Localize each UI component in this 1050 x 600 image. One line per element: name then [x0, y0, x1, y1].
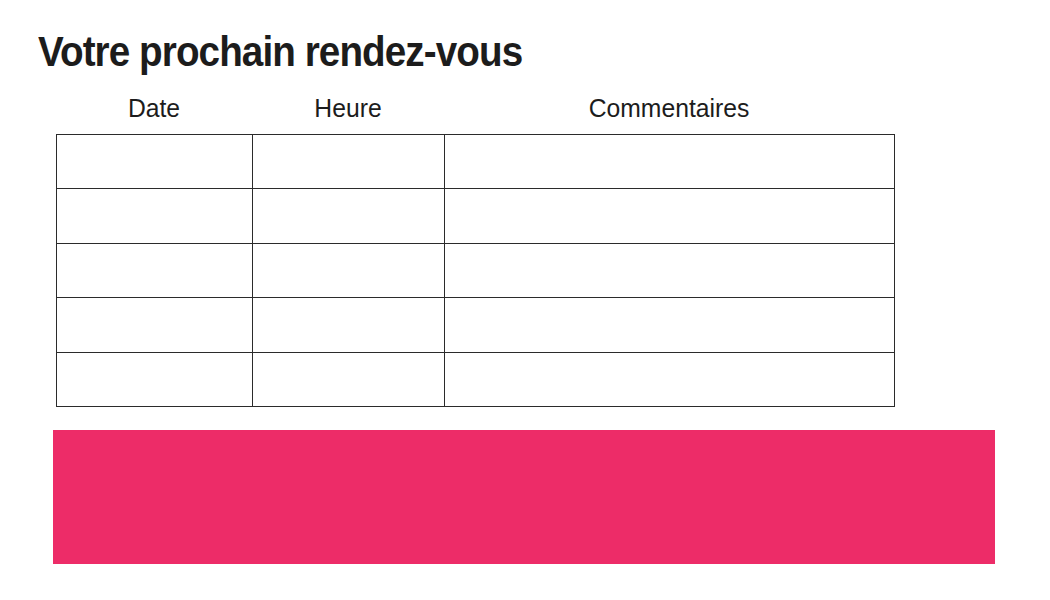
page: Votre prochain rendez-vous Date Heure Co… [0, 0, 1050, 600]
table-row [57, 352, 895, 406]
column-header-date: Date [61, 93, 247, 124]
table-row [57, 135, 895, 189]
table-row [57, 189, 895, 243]
footer-accent-band [53, 430, 995, 564]
appointments-table [56, 134, 895, 407]
table-cell-date [57, 135, 253, 189]
table-row [57, 243, 895, 297]
table-cell-heure [253, 243, 445, 297]
table-cell-heure [253, 135, 445, 189]
table-row [57, 298, 895, 352]
table-cell-commentaires [445, 352, 895, 406]
table-cell-commentaires [445, 243, 895, 297]
table-cell-heure [253, 352, 445, 406]
table-cell-date [57, 352, 253, 406]
column-header-heure: Heure [257, 93, 439, 124]
table-cell-heure [253, 298, 445, 352]
table-cell-date [57, 298, 253, 352]
table-cell-commentaires [445, 298, 895, 352]
table-cell-commentaires [445, 189, 895, 243]
table-column-headers: Date Heure Commentaires [56, 93, 894, 124]
column-header-commentaires: Commentaires [455, 93, 883, 124]
table-cell-date [57, 189, 253, 243]
table-cell-heure [253, 189, 445, 243]
table-cell-date [57, 243, 253, 297]
page-title: Votre prochain rendez-vous [38, 28, 522, 76]
table-cell-commentaires [445, 135, 895, 189]
